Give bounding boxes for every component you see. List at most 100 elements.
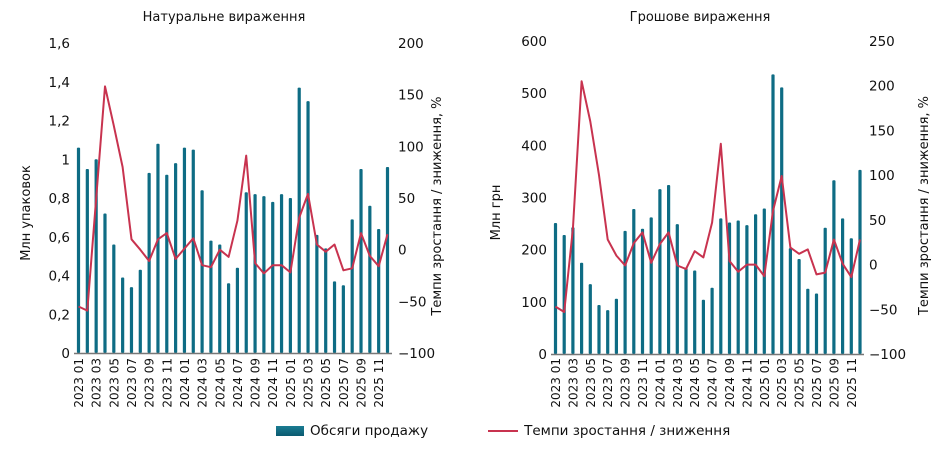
y-tick-label: 400 xyxy=(521,138,547,154)
x-tick-label: 2025 03 xyxy=(302,358,316,408)
bar xyxy=(341,285,345,353)
bar xyxy=(841,218,845,354)
y2-axis-label: Темпи зростання / зниження, % xyxy=(917,96,932,316)
x-tick-label: 2024 11 xyxy=(740,358,754,408)
bar xyxy=(112,244,116,353)
bar xyxy=(121,277,125,353)
bar xyxy=(138,269,142,353)
bar xyxy=(253,194,257,353)
bar xyxy=(359,168,363,353)
bar xyxy=(684,267,688,354)
bar xyxy=(814,293,819,354)
y-tick-label: 200 xyxy=(521,243,547,259)
x-tick-label: 2025 09 xyxy=(827,358,841,408)
y-tick-label: 1,4 xyxy=(49,75,70,91)
bar xyxy=(85,168,89,353)
bar xyxy=(667,184,671,354)
x-tick-label: 2024 03 xyxy=(671,358,685,408)
x-tick-label: 2023 03 xyxy=(90,358,104,408)
legend-line-label: Темпи зростання / зниження xyxy=(524,423,731,439)
x-tick-label: 2025 01 xyxy=(758,358,772,408)
x-tick-label: 2023 01 xyxy=(549,358,563,408)
x-tick-label: 2025 01 xyxy=(284,358,298,408)
bar xyxy=(780,87,784,354)
bar xyxy=(832,180,836,354)
x-tick-label: 2024 07 xyxy=(231,358,245,408)
y-tick-label: 0,4 xyxy=(49,269,70,285)
bar xyxy=(191,149,195,353)
bar xyxy=(350,219,354,353)
bar xyxy=(377,229,381,353)
y2-tick-label: 0 xyxy=(869,258,878,274)
growth-rate-line xyxy=(554,80,861,313)
bar xyxy=(614,298,618,354)
bar xyxy=(597,304,601,354)
y2-tick-label: −50 xyxy=(869,302,898,318)
bar xyxy=(797,259,801,354)
y-tick-label: 100 xyxy=(521,295,547,311)
y-tick-label: 500 xyxy=(521,86,547,102)
x-tick-label: 2024 01 xyxy=(653,358,667,408)
bar xyxy=(606,310,610,354)
bar xyxy=(165,174,169,353)
chart-title: Грошове вираження xyxy=(630,10,771,25)
bar xyxy=(368,205,372,353)
y2-tick-label: 50 xyxy=(398,191,415,207)
bar xyxy=(571,227,575,354)
bar xyxy=(306,101,310,353)
bar xyxy=(693,270,697,354)
y2-tick-label: 200 xyxy=(869,79,895,95)
x-tick-label: 2025 11 xyxy=(845,358,859,408)
x-tick-label: 2025 03 xyxy=(775,358,789,408)
x-tick-label: 2023 11 xyxy=(636,358,650,408)
x-tick-label: 2023 05 xyxy=(107,358,121,408)
x-tick-label: 2023 05 xyxy=(584,358,598,408)
bar xyxy=(701,299,705,354)
bar xyxy=(76,147,81,353)
x-tick-label: 2025 05 xyxy=(793,358,807,408)
x-tick-label: 2024 05 xyxy=(688,358,702,408)
bar xyxy=(279,194,284,353)
y2-tick-label: 100 xyxy=(398,139,424,155)
x-tick-label: 2025 05 xyxy=(319,358,333,408)
bar xyxy=(745,225,749,354)
y-tick-label: 1 xyxy=(61,152,70,168)
bar xyxy=(226,283,231,353)
x-tick-label: 2024 03 xyxy=(196,358,210,408)
y-tick-label: 0,8 xyxy=(49,191,70,207)
x-tick-label: 2023 03 xyxy=(566,358,580,408)
bar xyxy=(588,284,592,354)
y2-tick-label: −100 xyxy=(398,346,435,362)
growth-rate-line xyxy=(78,85,389,312)
bar xyxy=(182,147,187,353)
bar xyxy=(649,217,653,354)
y2-tick-label: 150 xyxy=(869,123,895,139)
bar xyxy=(640,228,645,354)
x-tick-label: 2025 07 xyxy=(810,358,824,408)
bar xyxy=(129,287,134,353)
y-tick-label: 0 xyxy=(538,347,547,363)
x-tick-label: 2025 09 xyxy=(355,358,369,408)
y2-tick-label: 0 xyxy=(398,243,407,259)
bar xyxy=(209,240,213,353)
legend-line-swatch xyxy=(488,430,519,432)
y2-tick-label: −50 xyxy=(398,294,427,310)
y2-tick-label: 50 xyxy=(869,213,886,229)
bar xyxy=(103,213,107,353)
bar xyxy=(658,189,662,354)
y2-tick-label: 250 xyxy=(869,34,895,50)
bar xyxy=(754,214,758,354)
bar xyxy=(553,223,558,354)
y-tick-label: 300 xyxy=(521,191,547,207)
bar xyxy=(623,230,627,354)
x-tick-label: 2024 11 xyxy=(266,358,280,408)
x-tick-label: 2023 11 xyxy=(160,358,174,408)
bar xyxy=(858,169,862,354)
bar xyxy=(849,238,853,354)
y2-tick-label: 150 xyxy=(398,88,424,104)
y-tick-label: 1,2 xyxy=(49,114,70,130)
y-tick-label: 600 xyxy=(521,34,547,50)
legend-bar-swatch xyxy=(276,426,304,436)
bar xyxy=(719,218,723,354)
